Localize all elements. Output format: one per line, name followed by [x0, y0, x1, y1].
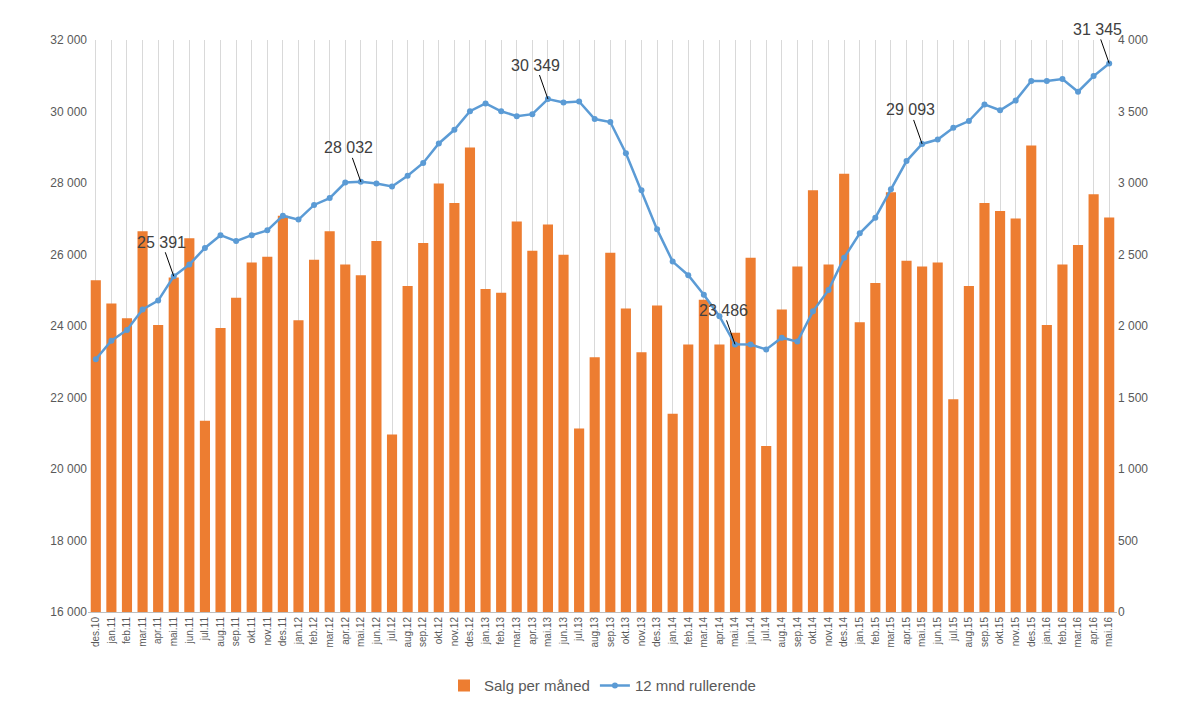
svg-text:jan.12: jan.12: [293, 617, 304, 646]
svg-text:1 500: 1 500: [1118, 391, 1148, 405]
svg-text:sep.13: sep.13: [605, 617, 616, 647]
svg-text:sep.11: sep.11: [230, 617, 241, 647]
svg-text:aug.14: aug.14: [776, 617, 787, 648]
svg-text:mar.12: mar.12: [324, 617, 335, 648]
svg-text:des.14: des.14: [838, 617, 849, 647]
svg-text:mar.16: mar.16: [1072, 617, 1083, 648]
svg-text:feb.12: feb.12: [308, 617, 319, 645]
svg-text:0: 0: [1118, 605, 1125, 619]
svg-text:aug.12: aug.12: [402, 617, 413, 648]
svg-text:mai.14: mai.14: [729, 617, 740, 647]
svg-text:jan.13: jan.13: [480, 617, 491, 646]
svg-text:sep.12: sep.12: [417, 617, 428, 647]
svg-text:des.10: des.10: [90, 617, 101, 647]
svg-text:20 000: 20 000: [50, 462, 87, 476]
svg-text:jan.11: jan.11: [106, 617, 117, 645]
svg-text:jan.16: jan.16: [1041, 617, 1052, 646]
svg-text:okt.14: okt.14: [807, 617, 818, 645]
svg-text:aug.11: aug.11: [215, 617, 226, 647]
svg-text:nov.11: nov.11: [262, 617, 273, 646]
svg-text:des.12: des.12: [464, 617, 475, 647]
svg-text:apr.16: apr.16: [1088, 617, 1099, 645]
svg-text:sep.14: sep.14: [792, 617, 803, 647]
svg-text:nov.14: nov.14: [823, 617, 834, 647]
svg-text:nov.15: nov.15: [1010, 617, 1021, 647]
svg-text:jun.12: jun.12: [371, 617, 382, 646]
svg-text:des.13: des.13: [651, 617, 662, 647]
svg-text:mai.11: mai.11: [168, 617, 179, 647]
svg-text:nov.13: nov.13: [636, 617, 647, 647]
svg-text:mai.16: mai.16: [1103, 617, 1114, 647]
svg-text:31 345: 31 345: [1073, 21, 1122, 38]
svg-text:jul.12: jul.12: [386, 617, 397, 642]
svg-text:Salg per måned: Salg per måned: [484, 677, 590, 694]
svg-text:jun.11: jun.11: [184, 617, 195, 645]
svg-text:jul.14: jul.14: [760, 617, 771, 642]
svg-text:jan.15: jan.15: [854, 617, 865, 646]
svg-text:aug.15: aug.15: [963, 617, 974, 648]
svg-text:mar.11: mar.11: [137, 617, 148, 647]
svg-text:mai.12: mai.12: [355, 617, 366, 647]
svg-text:jun.14: jun.14: [745, 617, 756, 646]
svg-text:apr.12: apr.12: [340, 617, 351, 645]
svg-text:sep.15: sep.15: [979, 617, 990, 647]
svg-text:29 093: 29 093: [886, 101, 935, 118]
svg-text:apr.15: apr.15: [901, 617, 912, 645]
svg-text:okt.12: okt.12: [433, 617, 444, 645]
svg-text:mai.15: mai.15: [916, 617, 927, 647]
svg-text:mar.15: mar.15: [885, 617, 896, 648]
svg-text:apr.11: apr.11: [152, 617, 163, 644]
svg-text:apr.13: apr.13: [527, 617, 538, 645]
svg-text:feb.16: feb.16: [1057, 617, 1068, 645]
svg-text:2 500: 2 500: [1118, 248, 1148, 262]
svg-text:32 000: 32 000: [50, 33, 87, 47]
svg-text:nov.12: nov.12: [449, 617, 460, 647]
svg-text:jul.11: jul.11: [199, 617, 210, 642]
svg-text:jan.14: jan.14: [667, 617, 678, 646]
svg-text:jul.13: jul.13: [573, 617, 584, 642]
svg-text:28 032: 28 032: [324, 139, 373, 156]
svg-text:okt.13: okt.13: [620, 617, 631, 645]
svg-text:feb.13: feb.13: [495, 617, 506, 645]
svg-text:feb.14: feb.14: [683, 617, 694, 645]
svg-text:3 500: 3 500: [1118, 105, 1148, 119]
svg-text:2 000: 2 000: [1118, 319, 1148, 333]
svg-text:jun.15: jun.15: [932, 617, 943, 646]
svg-text:apr.14: apr.14: [714, 617, 725, 645]
svg-text:okt.15: okt.15: [994, 617, 1005, 645]
svg-text:okt.11: okt.11: [246, 617, 257, 644]
svg-text:30 349: 30 349: [511, 57, 560, 74]
svg-text:mar.13: mar.13: [511, 617, 522, 648]
svg-text:28 000: 28 000: [50, 176, 87, 190]
svg-text:mai.13: mai.13: [542, 617, 553, 647]
svg-text:25 391: 25 391: [137, 234, 186, 251]
svg-text:22 000: 22 000: [50, 391, 87, 405]
svg-text:feb.11: feb.11: [121, 617, 132, 644]
svg-text:24 000: 24 000: [50, 319, 87, 333]
svg-text:des.11: des.11: [277, 617, 288, 647]
svg-text:500: 500: [1118, 534, 1138, 548]
svg-text:23 486: 23 486: [699, 302, 748, 319]
svg-text:jun.13: jun.13: [558, 617, 569, 646]
svg-text:3 000: 3 000: [1118, 176, 1148, 190]
svg-text:26 000: 26 000: [50, 248, 87, 262]
svg-text:des.15: des.15: [1026, 617, 1037, 647]
svg-text:1 000: 1 000: [1118, 462, 1148, 476]
svg-text:jul.15: jul.15: [948, 617, 959, 642]
svg-text:16 000: 16 000: [50, 605, 87, 619]
svg-text:feb.15: feb.15: [870, 617, 881, 645]
svg-text:18 000: 18 000: [50, 534, 87, 548]
svg-text:4 000: 4 000: [1118, 33, 1148, 47]
svg-text:mar.14: mar.14: [698, 617, 709, 648]
svg-text:30 000: 30 000: [50, 105, 87, 119]
svg-text:12 mnd rullerende: 12 mnd rullerende: [635, 677, 756, 694]
svg-text:aug.13: aug.13: [589, 617, 600, 648]
